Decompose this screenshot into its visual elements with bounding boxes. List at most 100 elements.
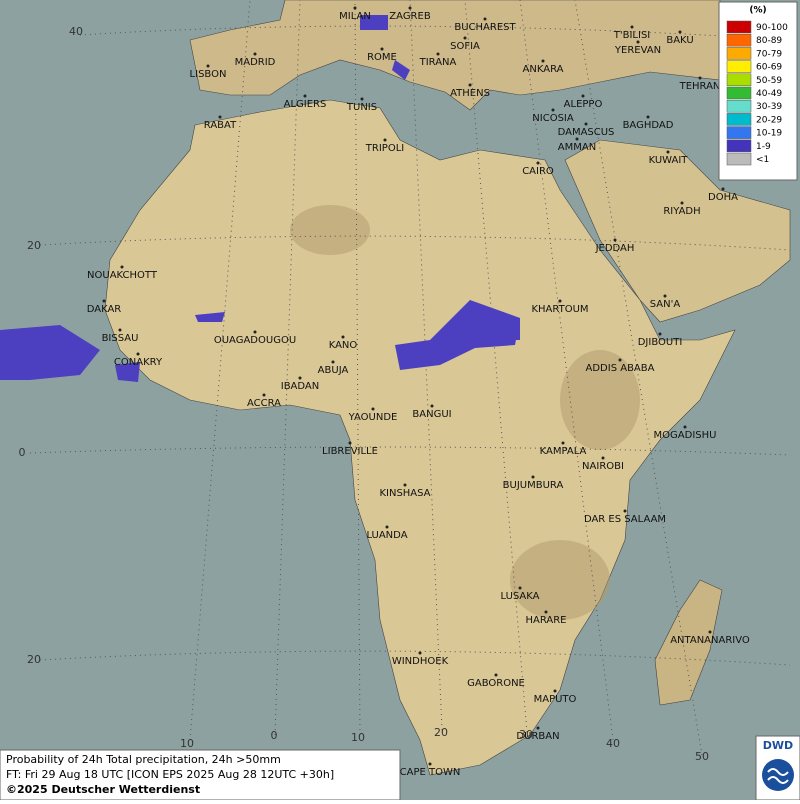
- lon-label: 50: [695, 750, 709, 763]
- city-label: BANGUI: [412, 409, 451, 420]
- city-dot: [436, 52, 440, 56]
- city-label: ATHENS: [450, 88, 490, 99]
- city-label: ROME: [367, 52, 397, 63]
- legend-swatch: [726, 47, 752, 60]
- city-dot: [430, 404, 434, 408]
- city-dot: [418, 651, 422, 655]
- city-dot: [403, 483, 407, 487]
- city-label: IBADAN: [281, 381, 320, 392]
- city-dot: [383, 138, 387, 142]
- city-dot: [298, 376, 302, 380]
- terrain: [290, 205, 640, 620]
- legend-swatch: [726, 20, 752, 34]
- lat-label: 40: [69, 25, 83, 38]
- city-label: DAKAR: [87, 304, 122, 315]
- city-dot: [663, 294, 667, 298]
- city-label: DOHA: [708, 192, 738, 203]
- city-label: MADRID: [235, 57, 276, 68]
- city-dot: [553, 689, 557, 693]
- city-label: RIYADH: [663, 206, 700, 217]
- city-dot: [541, 59, 545, 63]
- city-dot: [120, 265, 124, 269]
- city-label: KHARTOUM: [531, 304, 588, 315]
- city-dot: [551, 108, 555, 112]
- legend-label: 20-29: [756, 115, 782, 125]
- legend-label: 1-9: [756, 142, 771, 152]
- city-label: ANKARA: [523, 64, 564, 75]
- city-label: CAIRO: [522, 166, 554, 177]
- city-label: KINSHASA: [379, 488, 430, 499]
- city-dot: [601, 456, 605, 460]
- lon-label: 20: [434, 726, 448, 739]
- city-label: CAPE TOWN: [400, 767, 461, 778]
- legend-swatch: [726, 86, 752, 100]
- city-label: TUNIS: [346, 102, 377, 113]
- city-dot: [658, 332, 662, 336]
- city-label: NAIROBI: [582, 461, 624, 472]
- city-dot: [341, 335, 345, 339]
- city-dot: [575, 137, 579, 141]
- legend-swatch: [726, 73, 752, 87]
- city-label: KANO: [329, 340, 358, 351]
- madagascar: [654, 579, 723, 706]
- city-dot: [618, 358, 622, 362]
- city-dot: [544, 610, 548, 614]
- lat-label: 20: [27, 239, 41, 252]
- city-dot: [630, 25, 634, 29]
- caption-line: ©2025 Deutscher Wetterdienst: [6, 783, 200, 796]
- city-label: WINDHOEK: [392, 656, 449, 667]
- city-dot: [558, 299, 562, 303]
- city-dot: [483, 17, 487, 21]
- city-dot: [708, 630, 712, 634]
- city-dot: [561, 441, 565, 445]
- city-label: LUANDA: [366, 530, 407, 541]
- city-label: JEDDAH: [595, 243, 635, 254]
- city-labels: MILAN ZAGREB BUCHAREST SOFIA ROME TIRANA ANKAR…: [87, 6, 750, 778]
- legend-label: 50-59: [756, 76, 782, 86]
- city-dot: [102, 299, 106, 303]
- logo-text: DWD: [763, 739, 793, 752]
- city-dot: [136, 352, 140, 356]
- graticule-labels: 40 20 0 20 10 0 10 20 30 40 50: [19, 25, 710, 763]
- city-label: GABORONE: [467, 678, 525, 689]
- city-dot: [721, 187, 725, 191]
- arabia: [564, 139, 791, 323]
- city-dot: [353, 6, 357, 10]
- city-dot: [698, 76, 702, 80]
- city-label: DAMASCUS: [558, 127, 615, 138]
- city-label: KUWAIT: [649, 155, 689, 166]
- city-dot: [536, 161, 540, 165]
- city-dot: [494, 673, 498, 677]
- city-dot: [385, 525, 389, 529]
- city-dot: [206, 64, 210, 68]
- city-label: MILAN: [339, 11, 371, 22]
- city-dot: [303, 94, 307, 98]
- legend: (%) 90-100 80-89 70-79 60-69 50-59 40-49 30-39…: [718, 1, 798, 181]
- caption-line: FT: Fri 29 Aug 18 UTC [ICON EPS 2025 Aug…: [6, 768, 334, 781]
- logo-icon: [762, 759, 794, 791]
- legend-label: 70-79: [756, 49, 782, 59]
- city-label: TEHRAN: [679, 81, 721, 92]
- city-label: T'BILISI: [613, 30, 650, 41]
- lon-label: 40: [606, 737, 620, 750]
- city-label: DURBAN: [516, 731, 559, 742]
- city-label: YEREVAN: [614, 45, 661, 56]
- lon-label: 30: [519, 728, 533, 741]
- city-label: DAR ES SALAAM: [584, 514, 666, 525]
- europe: [189, 0, 721, 111]
- city-dot: [380, 47, 384, 51]
- city-dot: [348, 441, 352, 445]
- city-label: NOUAKCHOTT: [87, 270, 158, 281]
- city-dot: [118, 328, 122, 332]
- legend-swatch: [726, 33, 752, 47]
- legend-label: 40-49: [756, 89, 782, 99]
- legend-swatch: [726, 113, 752, 126]
- city-dot: [360, 97, 364, 101]
- city-label: ADDIS ABABA: [586, 363, 655, 374]
- city-label: SOFIA: [450, 41, 480, 52]
- city-label: ZAGREB: [389, 11, 431, 22]
- city-label: OUAGADOUGOU: [214, 335, 296, 346]
- legend-swatch: [726, 60, 752, 73]
- city-label: TRIPOLI: [365, 143, 404, 154]
